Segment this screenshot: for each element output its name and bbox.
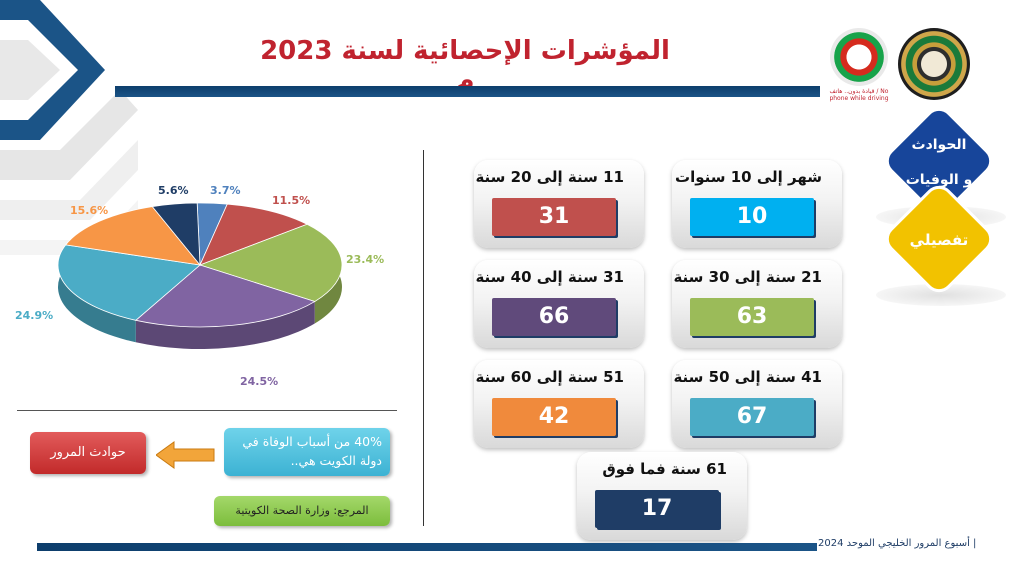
title-underline-bar: [115, 86, 820, 97]
card-label: 21 سنة إلى 30 سنة: [673, 268, 822, 286]
logo-caption: قيادة بدون.. هاتف / No phone while drivi…: [829, 88, 889, 102]
pie-label-5: 24.9%: [15, 309, 54, 322]
no-phone-driving-logo: [830, 28, 888, 86]
pie-label-3: 23.4%: [346, 253, 385, 266]
pie-chart: [57, 202, 343, 349]
source-reference: المرجع: وزارة الصحة الكويتية: [214, 496, 390, 526]
nav-accidents-label-1: الحوادث: [911, 137, 967, 153]
footer-bar: [37, 543, 817, 551]
card-value: 66: [492, 298, 616, 336]
traffic-accidents-button[interactable]: حوادث المرور: [30, 432, 146, 474]
card-value: 10: [690, 198, 814, 236]
card-age-61-plus: 61 سنة فما فوق 17: [577, 452, 747, 540]
page-title: المؤشرات الإحصائية لسنة 2023 م: [260, 36, 670, 96]
pie-slice-side: [135, 301, 315, 349]
card-label: 31 سنة إلى 40 سنة: [475, 268, 624, 286]
pie-label-4: 24.5%: [240, 375, 279, 388]
card-age-41-50: 41 سنة إلى 50 سنة 67: [672, 360, 842, 448]
card-label: 11 سنة إلى 20 سنة: [475, 168, 624, 186]
card-age-11-20: 11 سنة إلى 20 سنة 31: [474, 160, 644, 248]
card-value: 63: [690, 298, 814, 336]
horizontal-divider: [17, 410, 397, 411]
pie-slice: [151, 202, 201, 267]
traffic-department-seal: [898, 28, 970, 100]
death-causes-line2: دولة الكويت هي..: [290, 453, 382, 468]
card-age-1-10: شهر إلى 10 سنوات 10: [672, 160, 842, 248]
card-label: شهر إلى 10 سنوات: [675, 168, 822, 186]
nav-accidents-label-2: و الوفيات: [905, 172, 973, 188]
death-causes-box: 40% من أسباب الوفاة في دولة الكويت هي..: [224, 428, 390, 476]
pie-slice: [57, 244, 201, 321]
pie-label-6: 15.6%: [70, 204, 109, 217]
pie-label-7: 5.6%: [158, 184, 189, 197]
card-value: 67: [690, 398, 814, 436]
footer-caption: | أسبوع المرور الخليجي الموحد 2024: [818, 538, 977, 549]
card-label: 51 سنة إلى 60 سنة: [475, 368, 624, 386]
pie-slice: [134, 264, 316, 328]
pie-label-1: 3.7%: [210, 184, 241, 197]
card-value: 42: [492, 398, 616, 436]
pie-slice: [64, 206, 201, 266]
pie-slice-side: [57, 244, 136, 343]
card-age-51-60: 51 سنة إلى 60 سنة 42: [474, 360, 644, 448]
card-age-31-40: 31 سنة إلى 40 سنة 66: [474, 260, 644, 348]
nav-detail-label: تفصيلي: [909, 231, 969, 249]
left-arrow-icon: [156, 441, 215, 469]
vertical-divider: [423, 150, 424, 526]
card-value: 17: [595, 490, 719, 528]
death-causes-line1: 40% من أسباب الوفاة في: [242, 434, 382, 449]
card-value: 31: [492, 198, 616, 236]
pie-slice: [198, 223, 343, 302]
nav-shadow: [876, 284, 1006, 306]
pie-label-2: 11.5%: [272, 194, 311, 207]
card-label: 41 سنة إلى 50 سنة: [673, 368, 822, 386]
card-age-21-30: 21 سنة إلى 30 سنة 63: [672, 260, 842, 348]
pie-slice: [199, 203, 309, 266]
card-label: 61 سنة فما فوق: [602, 460, 727, 478]
